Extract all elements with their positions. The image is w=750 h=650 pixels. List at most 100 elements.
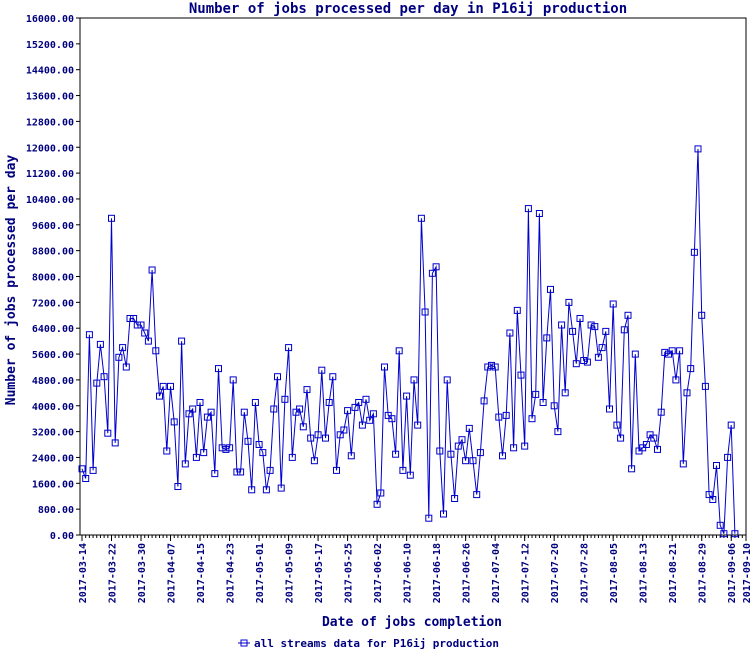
- data-point: [181, 460, 189, 468]
- data-point: [314, 431, 322, 439]
- data-point: [587, 321, 595, 329]
- x-tick-label: 2017-09-06: [727, 543, 738, 603]
- data-point: [218, 444, 226, 452]
- y-tick-label: 12800.00: [26, 117, 74, 128]
- data-point: [119, 344, 127, 352]
- data-point: [410, 376, 418, 384]
- data-point: [417, 214, 425, 222]
- data-point: [705, 491, 713, 499]
- data-point: [266, 466, 274, 474]
- y-tick-label: 16000.00: [26, 14, 74, 25]
- data-point: [185, 410, 193, 418]
- y-tick-label: 4000.00: [32, 402, 74, 413]
- data-point: [476, 449, 484, 457]
- data-point: [233, 468, 241, 476]
- data-point: [428, 269, 436, 277]
- data-point: [454, 442, 462, 450]
- data-point: [96, 340, 104, 348]
- x-tick-label: 2017-03-30: [137, 543, 148, 603]
- data-point: [203, 413, 211, 421]
- y-tick-label: 14400.00: [26, 66, 74, 77]
- x-tick-label: 2017-05-01: [255, 543, 266, 603]
- x-tick-label: 2017-06-10: [403, 543, 414, 603]
- data-point: [451, 495, 459, 502]
- data-point: [473, 491, 481, 499]
- data-point: [211, 470, 219, 478]
- y-tick-label: 10400.00: [26, 195, 74, 206]
- data-point: [594, 353, 602, 361]
- data-point: [687, 365, 695, 373]
- data-point: [672, 376, 680, 384]
- data-point: [395, 347, 403, 355]
- data-point: [421, 308, 429, 316]
- data-point: [432, 263, 440, 271]
- legend: all streams data for P16ij production: [238, 637, 499, 650]
- data-point: [550, 402, 558, 410]
- x-tick-label: 2017-06-02: [373, 543, 384, 603]
- chart-title: Number of jobs processed per day in P16i…: [189, 1, 627, 17]
- y-tick-label: 7200.00: [32, 298, 74, 309]
- data-point: [517, 371, 525, 379]
- y-tick-label: 9600.00: [32, 221, 74, 232]
- x-tick-label: 2017-03-22: [108, 543, 119, 603]
- data-point: [458, 436, 466, 444]
- y-tick-label: 4800.00: [32, 376, 74, 387]
- data-point: [388, 415, 396, 423]
- data-point: [277, 484, 285, 492]
- data-point: [189, 405, 197, 413]
- data-point: [462, 457, 470, 465]
- data-point: [133, 321, 141, 329]
- data-point: [366, 416, 374, 424]
- series-layer: [78, 145, 739, 538]
- data-point: [532, 390, 540, 398]
- data-point: [85, 331, 93, 339]
- data-point: [701, 382, 709, 390]
- data-point: [108, 214, 115, 222]
- data-point: [78, 465, 86, 473]
- x-tick-label: 2017-06-26: [462, 543, 473, 603]
- data-point: [259, 449, 267, 457]
- data-point: [392, 450, 400, 458]
- data-point: [661, 348, 669, 356]
- data-point: [152, 347, 160, 355]
- data-point: [558, 321, 566, 329]
- data-point: [322, 434, 329, 442]
- data-point: [654, 445, 661, 453]
- data-point: [248, 486, 256, 494]
- y-tick-label: 6400.00: [32, 324, 74, 335]
- data-point: [539, 399, 547, 406]
- y-tick-label: 1600.00: [32, 479, 74, 490]
- y-tick-label: 13600.00: [26, 92, 74, 103]
- data-point: [436, 447, 444, 455]
- data-point: [358, 421, 366, 429]
- data-point: [148, 266, 156, 274]
- y-tick-label: 11200.00: [26, 169, 74, 180]
- data-point: [465, 424, 473, 432]
- data-point: [240, 408, 248, 416]
- x-tick-label: 2017-04-15: [196, 543, 207, 603]
- data-point: [580, 357, 588, 364]
- x-tick-label: 2017-08-29: [698, 543, 709, 603]
- data-point: [727, 421, 735, 429]
- data-point: [499, 452, 506, 460]
- data-point: [255, 441, 263, 448]
- data-point: [554, 428, 562, 436]
- x-tick-label: 2017-08-13: [639, 543, 650, 603]
- data-point: [720, 530, 728, 538]
- data-point: [229, 376, 237, 384]
- data-point: [244, 437, 252, 445]
- data-point: [262, 486, 270, 494]
- data-point: [285, 344, 293, 352]
- data-point: [572, 360, 580, 368]
- data-point: [561, 389, 569, 397]
- data-point: [303, 386, 311, 394]
- data-point: [89, 466, 97, 474]
- data-point: [111, 439, 119, 447]
- data-point: [130, 315, 138, 322]
- data-point: [82, 475, 90, 482]
- data-point: [583, 358, 591, 366]
- data-point: [347, 452, 355, 460]
- x-tick-label: 2017-07-28: [580, 543, 591, 603]
- data-point: [222, 445, 230, 453]
- data-point: [281, 395, 289, 403]
